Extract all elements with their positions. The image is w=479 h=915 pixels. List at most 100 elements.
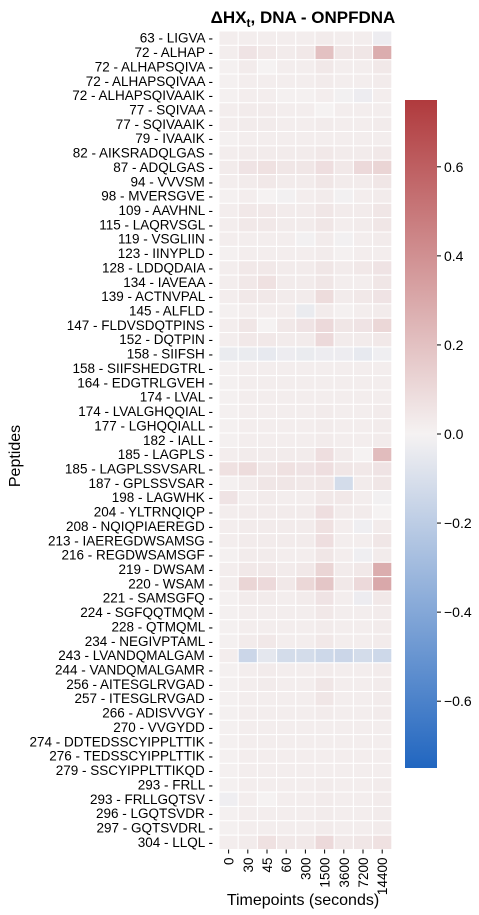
- y-tick-label: 115 - LAQRVSGL -: [99, 217, 213, 232]
- colorbar-tick-label: −0.4: [444, 604, 472, 620]
- heatmap-cell: [314, 360, 335, 377]
- heatmap-cell: [256, 360, 278, 377]
- heatmap-cell: [333, 748, 354, 764]
- heatmap-cell: [333, 834, 354, 851]
- heatmap-cell: [256, 719, 278, 736]
- y-tick-label: 72 - ALHAP -: [134, 45, 213, 60]
- heatmap-cell: [333, 719, 354, 736]
- y-tick-label: 123 - IINYPLD -: [118, 246, 213, 261]
- heatmap-cell: [218, 418, 239, 434]
- y-tick-label: 177 - LGHQQIALL -: [94, 418, 213, 433]
- heatmap-cell: [314, 604, 335, 621]
- heatmap-cell: [237, 561, 258, 578]
- heatmap-cell: [276, 317, 297, 334]
- x-tick-label: 7200: [356, 858, 371, 888]
- heatmap-cell: [333, 475, 354, 492]
- heatmap-cell: [237, 245, 258, 262]
- heatmap-cell: [295, 145, 316, 161]
- heatmap-cell: [314, 87, 335, 104]
- y-tick-label: 228 - QTMQML -: [111, 619, 213, 634]
- heatmap-cell: [314, 418, 335, 434]
- heatmap-cell: [314, 102, 335, 118]
- heatmap-cell: [256, 30, 278, 46]
- heatmap-cell: [256, 131, 278, 147]
- heatmap-cell: [256, 159, 278, 176]
- heatmap-cell: [372, 604, 393, 621]
- heatmap-cell: [256, 346, 278, 362]
- heatmap-cell: [256, 59, 278, 75]
- heatmap-cell: [276, 159, 297, 176]
- colorbar-tick-label: −0.6: [444, 693, 472, 709]
- heatmap-cell: [256, 375, 278, 391]
- heatmap-cell: [256, 332, 278, 348]
- heatmap-cell: [372, 762, 393, 779]
- heatmap-cell: [218, 145, 239, 161]
- heatmap-cell: [295, 303, 316, 319]
- heatmap-cell: [333, 820, 354, 836]
- heatmap-cell: [333, 619, 354, 635]
- y-tick-label: 293 - FRLL -: [138, 777, 213, 792]
- x-axis-label: Timepoints (seconds): [227, 892, 379, 909]
- heatmap-cell: [372, 834, 393, 851]
- heatmap-cell: [276, 145, 297, 161]
- heatmap-cell: [276, 446, 297, 463]
- heatmap-cell: [352, 619, 374, 635]
- heatmap-cell: [295, 676, 316, 693]
- y-tick-label: 72 - ALHAPSQIVA -: [95, 59, 213, 74]
- heatmap-cell: [237, 547, 258, 563]
- y-tick-label: 119 - VSGLIIN -: [118, 232, 213, 247]
- heatmap-cell: [256, 231, 278, 247]
- y-tick-label: 297 - GQTSVDRL -: [96, 820, 213, 835]
- heatmap-cell: [372, 303, 393, 319]
- heatmap-cell: [218, 403, 239, 420]
- heatmap-cell: [372, 590, 393, 606]
- heatmap-cell: [333, 547, 354, 563]
- heatmap-cell: [256, 490, 278, 506]
- y-tick-label: 182 - IALL -: [143, 433, 213, 448]
- y-tick-label: 208 - NQIQPIAEREGD -: [66, 519, 213, 534]
- heatmap-cell: [295, 490, 316, 506]
- heatmap-cell: [256, 317, 278, 334]
- heatmap-cell: [218, 202, 239, 219]
- heatmap-cell: [372, 159, 393, 176]
- heatmap-cell: [237, 102, 258, 118]
- y-tick-label: 128 - LDDQDAIA -: [102, 260, 213, 275]
- heatmap-cell: [372, 145, 393, 161]
- heatmap-cell: [256, 274, 278, 290]
- heatmap-cell: [276, 245, 297, 262]
- y-tick-label: 279 - SSCYIPPLTTIKQD -: [56, 763, 213, 778]
- heatmap-cell: [218, 245, 239, 262]
- heatmap-cell: [333, 504, 354, 520]
- heatmap-cell: [276, 418, 297, 434]
- heatmap-cell: [295, 360, 316, 377]
- y-tick-label: 152 - DQTPIN -: [119, 332, 213, 347]
- heatmap-cell: [372, 59, 393, 75]
- heatmap-cell: [295, 159, 316, 176]
- heatmap-cell: [333, 375, 354, 391]
- y-tick-label: 158 - SIIFSH -: [127, 347, 213, 362]
- heatmap-cell: [372, 504, 393, 520]
- heatmap-cell: [352, 432, 374, 448]
- heatmap-cell: [333, 145, 354, 161]
- heatmap-cell: [256, 734, 278, 750]
- heatmap-cell: [218, 73, 239, 89]
- heatmap-cell: [295, 403, 316, 420]
- colorbar-ticks: 0.6 0.4 0.2 0.0 −0.2 −0.4 −0.6: [437, 159, 472, 709]
- heatmap-cell: [333, 590, 354, 606]
- heatmap-cell: [276, 131, 297, 147]
- heatmap-cell: [218, 748, 239, 764]
- heatmap-cell: [237, 217, 258, 233]
- heatmap-cell: [314, 303, 335, 319]
- heatmap-cell: [314, 317, 335, 334]
- heatmap-cell: [256, 418, 278, 434]
- heatmap-cell: [314, 533, 335, 549]
- y-tick-label: 185 - LAGPLS -: [118, 447, 213, 462]
- y-tick-label: 257 - ITESGLRVGAD -: [74, 691, 213, 706]
- heatmap-cell: [237, 734, 258, 750]
- heatmap-cell: [372, 102, 393, 118]
- heatmap-cell: [256, 805, 278, 822]
- y-tick-label: 274 - DDTEDSSCYIPPLTTIK -: [29, 734, 213, 749]
- heatmap-cell: [314, 691, 335, 707]
- heatmap-cell: [237, 490, 258, 506]
- heatmap-cell: [333, 777, 354, 793]
